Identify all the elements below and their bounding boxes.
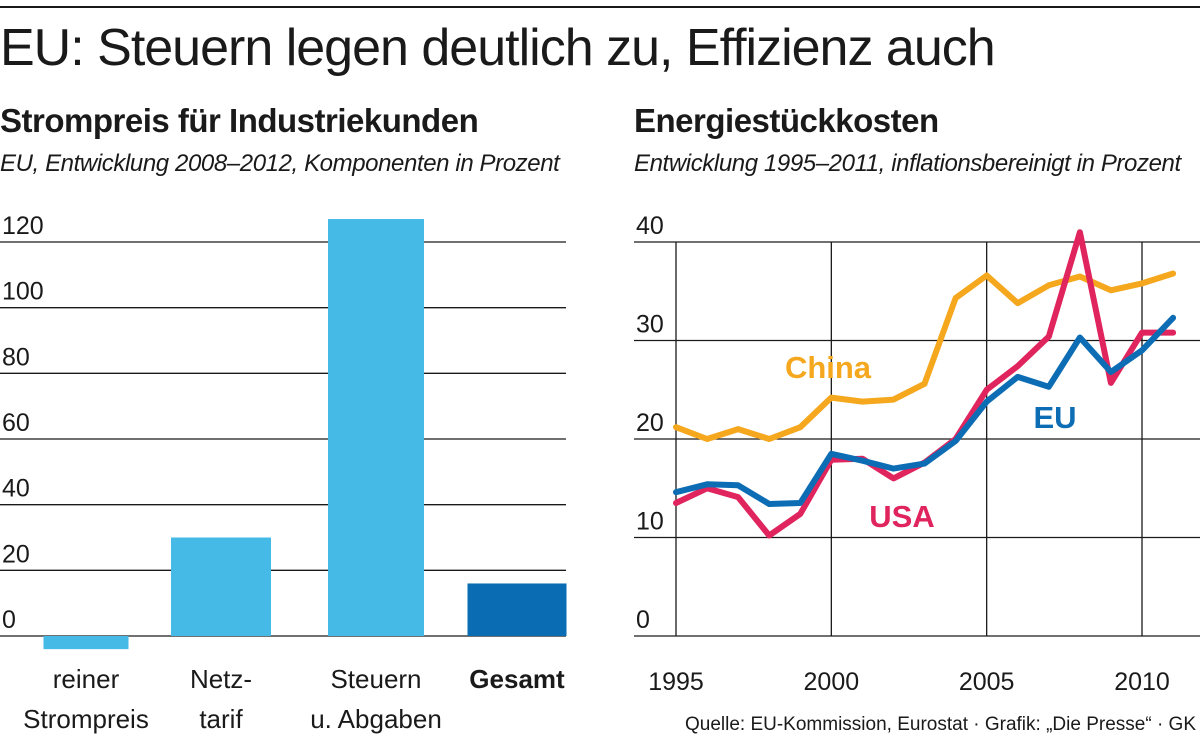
bar-y-tick-label: 120 xyxy=(2,212,44,240)
line-chart-title: Energiestückkosten xyxy=(634,102,939,139)
line-y-tick-label: 0 xyxy=(636,606,650,634)
bar-category-label: reiner xyxy=(53,664,120,694)
line-y-tick-label: 30 xyxy=(636,311,664,339)
series-label-usa: USA xyxy=(869,499,934,534)
line-y-tick-label: 20 xyxy=(636,409,664,437)
source-note: Quelle: EU-Kommission, Eurostat · Grafik… xyxy=(684,714,1196,735)
bar-chart-subtitle: EU, Entwicklung 2008–2012, Komponenten i… xyxy=(0,150,560,177)
bar xyxy=(467,583,567,636)
line-x-tick-label: 2005 xyxy=(959,668,1015,696)
series-label-eu: EU xyxy=(1033,400,1076,435)
bar-y-tick-label: 20 xyxy=(2,540,30,568)
bar-y-tick-label: 80 xyxy=(2,343,30,371)
bar-chart: 0 20 40 60 80 100 120 reiner Strompreis Netz-tari… xyxy=(0,212,567,734)
series-line-eu xyxy=(673,314,1177,507)
bar-category-label: Steuern xyxy=(330,664,421,694)
page-title: EU: Steuern legen deutlich zu, Effizienz… xyxy=(0,19,996,77)
bar-category-label: u. Abgaben xyxy=(310,704,442,734)
bar-y-tick-label: 100 xyxy=(2,278,44,306)
line-x-tick-label: 2010 xyxy=(1114,668,1170,696)
bar-category-label: Netz- xyxy=(190,664,252,694)
bar-category-label: Gesamt xyxy=(469,664,565,694)
bar xyxy=(328,219,424,636)
bar-category-label: Strompreis xyxy=(23,704,149,734)
line-y-tick-label: 40 xyxy=(636,212,664,240)
top-rule xyxy=(0,6,1200,8)
line-chart-subtitle: Entwicklung 1995–2011, inflationsbereini… xyxy=(634,150,1181,177)
series-label-china: China xyxy=(785,350,872,385)
bar-y-tick-label: 40 xyxy=(2,475,30,503)
bar-y-tick-label: 0 xyxy=(2,606,16,634)
line-x-tick-label: 1995 xyxy=(648,668,704,696)
bar-y-tick-label: 60 xyxy=(2,409,30,437)
bar-category-label: tarif xyxy=(199,704,243,734)
bar xyxy=(43,636,129,650)
line-y-tick-label: 10 xyxy=(636,508,664,536)
bar xyxy=(171,537,271,636)
bar-chart-title: Strompreis für Industriekunden xyxy=(0,102,479,139)
line-x-tick-label: 2000 xyxy=(804,668,860,696)
